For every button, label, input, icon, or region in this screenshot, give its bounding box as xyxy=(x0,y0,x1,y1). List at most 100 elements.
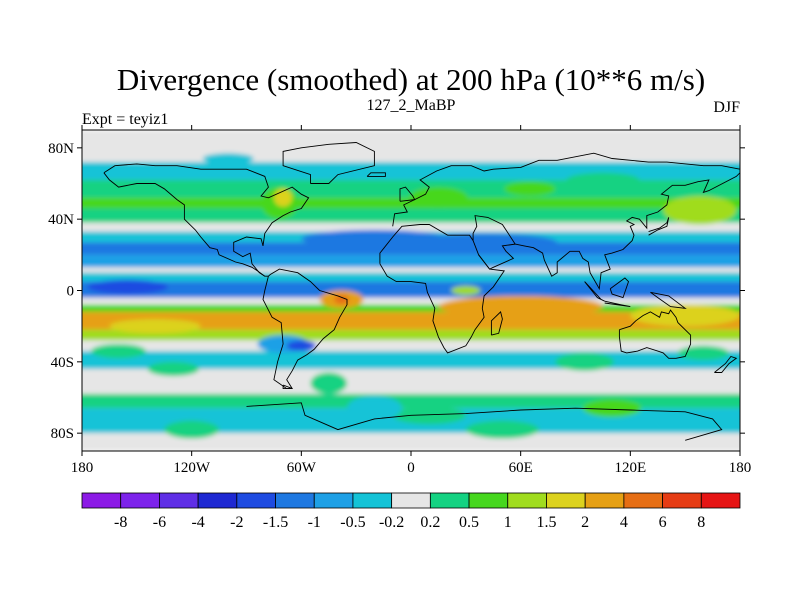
coastline xyxy=(604,300,631,308)
field-band xyxy=(82,267,740,273)
coastline xyxy=(103,172,266,277)
x-tick-label: 180 xyxy=(71,460,94,476)
x-tick-label: 180 xyxy=(729,460,752,476)
field-band xyxy=(82,130,740,163)
field-band xyxy=(82,162,740,180)
y-tick-label: 80S xyxy=(51,426,74,442)
colorbar-label: 6 xyxy=(659,514,667,531)
colorbar-swatch xyxy=(507,492,547,509)
field-band xyxy=(82,197,740,209)
field-band xyxy=(82,340,740,352)
plot-area xyxy=(82,130,740,451)
colorbar-label: 8 xyxy=(697,514,705,531)
colorbar-label: -6 xyxy=(153,514,166,531)
colorbar-swatch xyxy=(81,492,122,509)
y-tick-label: 40N xyxy=(48,212,74,228)
field-cell xyxy=(677,345,730,361)
field-cell xyxy=(202,153,254,164)
run-label: 127_2_MaBP xyxy=(367,97,456,114)
field-band xyxy=(82,393,740,409)
field-band xyxy=(82,222,740,232)
map-axes: 180 120W 60W 0 60E 120E 180 80N 40N 0 40S 80S xyxy=(48,125,751,476)
field-cell xyxy=(465,420,539,439)
field-band xyxy=(82,329,740,341)
colorbar-label: -1 xyxy=(308,514,321,531)
colorbar-swatch xyxy=(584,492,625,509)
colorbar-swatch xyxy=(275,492,315,509)
x-tick-label: 60W xyxy=(287,460,317,476)
coastline xyxy=(246,402,723,441)
coastline xyxy=(490,311,503,336)
colorbar-label: -4 xyxy=(191,514,204,531)
field-band xyxy=(82,254,740,268)
field-band xyxy=(82,311,740,330)
field-band xyxy=(82,281,740,298)
field-cell xyxy=(347,395,402,421)
colorbar-label: 1 xyxy=(504,514,512,531)
field-band xyxy=(82,433,740,451)
colorbar-swatch xyxy=(391,492,431,509)
coastline xyxy=(103,163,310,277)
field-cell xyxy=(87,279,168,295)
field-cell xyxy=(392,406,466,425)
y-tick-label: 40S xyxy=(51,355,74,371)
x-tick-label: 0 xyxy=(407,460,415,476)
field-cell xyxy=(555,352,614,371)
y-tick-label: 80N xyxy=(48,141,74,157)
colorbar-swatch xyxy=(700,492,741,509)
field-cell xyxy=(91,344,146,359)
colorbar-swatch xyxy=(159,492,199,509)
colorbar-swatch xyxy=(313,492,354,509)
field-cell xyxy=(109,319,201,334)
x-tick-label: 120E xyxy=(614,460,646,476)
field-cell xyxy=(411,233,558,252)
x-tick-label: 120W xyxy=(173,460,211,476)
field-cell xyxy=(409,187,468,209)
season-label: DJF xyxy=(713,99,740,116)
y-tick-label: 0 xyxy=(67,284,75,300)
chart-title: Divergence (smoothed) at 200 hPa (10**6 … xyxy=(117,62,705,97)
x-tick-label: 60E xyxy=(509,460,533,476)
colorbar-swatch xyxy=(429,492,470,509)
coastline xyxy=(399,186,416,202)
colorbar-label: -8 xyxy=(114,514,127,531)
colorbar-swatch xyxy=(197,492,238,509)
field-band xyxy=(82,272,740,282)
coastline xyxy=(714,355,738,373)
colorbar-label: 4 xyxy=(620,514,628,531)
colorbar-label: 1.5 xyxy=(536,514,556,531)
colorbar-swatch xyxy=(352,492,393,509)
field-cell xyxy=(438,295,603,318)
experiment-label: Expt = teyiz1 xyxy=(82,111,168,128)
coastline xyxy=(392,152,740,227)
coastline xyxy=(609,277,630,299)
coastline xyxy=(282,142,375,184)
colorbar-swatch xyxy=(662,492,702,509)
field-cell xyxy=(663,195,737,225)
field-cell xyxy=(301,229,448,248)
field-cell xyxy=(566,172,640,188)
coastline xyxy=(282,384,293,390)
colorbar: -8 -6 -4 -2 -1.5 -1 -0.5 -0.2 0.2 0.5 1 1.5 2 4 6 8 xyxy=(81,492,741,531)
field-cell xyxy=(334,294,349,304)
field-cell xyxy=(582,399,642,418)
colorbar-label: -1.5 xyxy=(263,514,288,531)
coastline xyxy=(262,268,348,390)
field-cell xyxy=(451,286,481,295)
colorbar-swatch xyxy=(120,492,160,509)
colorbar-label: 0.2 xyxy=(420,514,440,531)
field-cell xyxy=(504,181,556,196)
field-cell xyxy=(310,372,348,394)
coastline xyxy=(515,172,740,291)
colorbar-label: 2 xyxy=(581,514,589,531)
colorbar-label: -0.5 xyxy=(340,514,365,531)
field-band xyxy=(82,304,740,312)
field-cell xyxy=(164,420,220,439)
field-band xyxy=(82,297,740,305)
field-cell xyxy=(630,304,740,327)
field-band xyxy=(82,208,740,223)
field-cell xyxy=(147,361,199,377)
coastline xyxy=(648,217,670,236)
coastline xyxy=(650,291,687,309)
